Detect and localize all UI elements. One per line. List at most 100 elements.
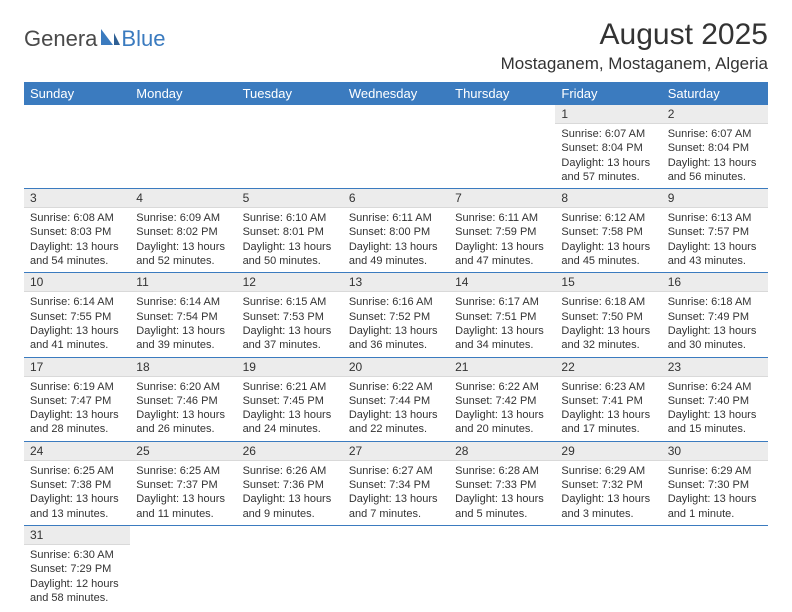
calendar-cell: 25Sunrise: 6:25 AMSunset: 7:37 PMDayligh… <box>130 441 236 525</box>
calendar-cell-empty <box>130 525 236 609</box>
calendar-cell: 15Sunrise: 6:18 AMSunset: 7:50 PMDayligh… <box>555 273 661 357</box>
day-info: Sunrise: 6:22 AMSunset: 7:44 PMDaylight:… <box>343 377 449 441</box>
weekday-header: Thursday <box>449 82 555 105</box>
calendar-cell: 28Sunrise: 6:28 AMSunset: 7:33 PMDayligh… <box>449 441 555 525</box>
logo-text-blue: Blue <box>121 26 165 52</box>
calendar-cell-empty <box>237 525 343 609</box>
calendar-cell: 30Sunrise: 6:29 AMSunset: 7:30 PMDayligh… <box>662 441 768 525</box>
weekday-header: Saturday <box>662 82 768 105</box>
day-number: 18 <box>130 358 236 377</box>
day-number: 23 <box>662 358 768 377</box>
calendar-cell: 29Sunrise: 6:29 AMSunset: 7:32 PMDayligh… <box>555 441 661 525</box>
day-info: Sunrise: 6:17 AMSunset: 7:51 PMDaylight:… <box>449 292 555 356</box>
calendar-cell-empty <box>237 105 343 189</box>
day-number: 8 <box>555 189 661 208</box>
calendar-cell: 24Sunrise: 6:25 AMSunset: 7:38 PMDayligh… <box>24 441 130 525</box>
day-info: Sunrise: 6:23 AMSunset: 7:41 PMDaylight:… <box>555 377 661 441</box>
calendar-cell-empty <box>343 525 449 609</box>
day-number: 17 <box>24 358 130 377</box>
header: Genera Blue August 2025 Mostaganem, Most… <box>24 18 768 74</box>
calendar-row: 1Sunrise: 6:07 AMSunset: 8:04 PMDaylight… <box>24 105 768 189</box>
day-number: 11 <box>130 273 236 292</box>
day-number: 3 <box>24 189 130 208</box>
calendar-cell: 20Sunrise: 6:22 AMSunset: 7:44 PMDayligh… <box>343 357 449 441</box>
weekday-header: Wednesday <box>343 82 449 105</box>
weekday-header: Friday <box>555 82 661 105</box>
day-number: 5 <box>237 189 343 208</box>
day-info: Sunrise: 6:30 AMSunset: 7:29 PMDaylight:… <box>24 545 130 609</box>
day-info: Sunrise: 6:09 AMSunset: 8:02 PMDaylight:… <box>130 208 236 272</box>
calendar-cell: 4Sunrise: 6:09 AMSunset: 8:02 PMDaylight… <box>130 189 236 273</box>
calendar-cell: 21Sunrise: 6:22 AMSunset: 7:42 PMDayligh… <box>449 357 555 441</box>
day-number: 14 <box>449 273 555 292</box>
day-info: Sunrise: 6:27 AMSunset: 7:34 PMDaylight:… <box>343 461 449 525</box>
calendar-table: SundayMondayTuesdayWednesdayThursdayFrid… <box>24 82 768 609</box>
day-info: Sunrise: 6:25 AMSunset: 7:38 PMDaylight:… <box>24 461 130 525</box>
weekday-header: Monday <box>130 82 236 105</box>
day-info: Sunrise: 6:25 AMSunset: 7:37 PMDaylight:… <box>130 461 236 525</box>
day-number: 22 <box>555 358 661 377</box>
day-number: 27 <box>343 442 449 461</box>
calendar-cell: 9Sunrise: 6:13 AMSunset: 7:57 PMDaylight… <box>662 189 768 273</box>
calendar-cell: 3Sunrise: 6:08 AMSunset: 8:03 PMDaylight… <box>24 189 130 273</box>
calendar-cell: 16Sunrise: 6:18 AMSunset: 7:49 PMDayligh… <box>662 273 768 357</box>
location-subtitle: Mostaganem, Mostaganem, Algeria <box>501 54 768 74</box>
calendar-cell: 6Sunrise: 6:11 AMSunset: 8:00 PMDaylight… <box>343 189 449 273</box>
calendar-cell: 1Sunrise: 6:07 AMSunset: 8:04 PMDaylight… <box>555 105 661 189</box>
calendar-cell: 5Sunrise: 6:10 AMSunset: 8:01 PMDaylight… <box>237 189 343 273</box>
day-info: Sunrise: 6:14 AMSunset: 7:55 PMDaylight:… <box>24 292 130 356</box>
calendar-cell: 23Sunrise: 6:24 AMSunset: 7:40 PMDayligh… <box>662 357 768 441</box>
title-block: August 2025 Mostaganem, Mostaganem, Alge… <box>501 18 768 74</box>
day-info: Sunrise: 6:29 AMSunset: 7:32 PMDaylight:… <box>555 461 661 525</box>
day-number: 6 <box>343 189 449 208</box>
day-info: Sunrise: 6:24 AMSunset: 7:40 PMDaylight:… <box>662 377 768 441</box>
calendar-cell: 17Sunrise: 6:19 AMSunset: 7:47 PMDayligh… <box>24 357 130 441</box>
day-number: 15 <box>555 273 661 292</box>
day-info: Sunrise: 6:18 AMSunset: 7:50 PMDaylight:… <box>555 292 661 356</box>
day-info: Sunrise: 6:11 AMSunset: 7:59 PMDaylight:… <box>449 208 555 272</box>
weekday-header-row: SundayMondayTuesdayWednesdayThursdayFrid… <box>24 82 768 105</box>
logo-sail-icon <box>99 27 121 52</box>
calendar-row: 10Sunrise: 6:14 AMSunset: 7:55 PMDayligh… <box>24 273 768 357</box>
month-title: August 2025 <box>501 18 768 52</box>
calendar-row: 24Sunrise: 6:25 AMSunset: 7:38 PMDayligh… <box>24 441 768 525</box>
day-number: 26 <box>237 442 343 461</box>
day-number: 20 <box>343 358 449 377</box>
day-info: Sunrise: 6:15 AMSunset: 7:53 PMDaylight:… <box>237 292 343 356</box>
calendar-cell-empty <box>449 525 555 609</box>
day-info: Sunrise: 6:19 AMSunset: 7:47 PMDaylight:… <box>24 377 130 441</box>
day-number: 30 <box>662 442 768 461</box>
calendar-cell: 31Sunrise: 6:30 AMSunset: 7:29 PMDayligh… <box>24 525 130 609</box>
calendar-cell: 13Sunrise: 6:16 AMSunset: 7:52 PMDayligh… <box>343 273 449 357</box>
calendar-cell-empty <box>24 105 130 189</box>
day-number: 29 <box>555 442 661 461</box>
day-number: 25 <box>130 442 236 461</box>
day-info: Sunrise: 6:26 AMSunset: 7:36 PMDaylight:… <box>237 461 343 525</box>
calendar-cell: 7Sunrise: 6:11 AMSunset: 7:59 PMDaylight… <box>449 189 555 273</box>
calendar-cell: 27Sunrise: 6:27 AMSunset: 7:34 PMDayligh… <box>343 441 449 525</box>
calendar-cell: 22Sunrise: 6:23 AMSunset: 7:41 PMDayligh… <box>555 357 661 441</box>
calendar-cell: 14Sunrise: 6:17 AMSunset: 7:51 PMDayligh… <box>449 273 555 357</box>
day-info: Sunrise: 6:10 AMSunset: 8:01 PMDaylight:… <box>237 208 343 272</box>
day-number: 31 <box>24 526 130 545</box>
day-info: Sunrise: 6:07 AMSunset: 8:04 PMDaylight:… <box>662 124 768 188</box>
calendar-row: 3Sunrise: 6:08 AMSunset: 8:03 PMDaylight… <box>24 189 768 273</box>
day-info: Sunrise: 6:21 AMSunset: 7:45 PMDaylight:… <box>237 377 343 441</box>
day-number: 7 <box>449 189 555 208</box>
day-info: Sunrise: 6:22 AMSunset: 7:42 PMDaylight:… <box>449 377 555 441</box>
calendar-cell: 12Sunrise: 6:15 AMSunset: 7:53 PMDayligh… <box>237 273 343 357</box>
day-info: Sunrise: 6:12 AMSunset: 7:58 PMDaylight:… <box>555 208 661 272</box>
logo-text-general: Genera <box>24 26 97 52</box>
day-number: 10 <box>24 273 130 292</box>
calendar-cell-empty <box>555 525 661 609</box>
day-info: Sunrise: 6:11 AMSunset: 8:00 PMDaylight:… <box>343 208 449 272</box>
calendar-cell: 2Sunrise: 6:07 AMSunset: 8:04 PMDaylight… <box>662 105 768 189</box>
calendar-row: 17Sunrise: 6:19 AMSunset: 7:47 PMDayligh… <box>24 357 768 441</box>
day-number: 4 <box>130 189 236 208</box>
day-number: 28 <box>449 442 555 461</box>
day-info: Sunrise: 6:07 AMSunset: 8:04 PMDaylight:… <box>555 124 661 188</box>
logo: Genera Blue <box>24 18 165 52</box>
day-number: 13 <box>343 273 449 292</box>
day-number: 12 <box>237 273 343 292</box>
day-number: 2 <box>662 105 768 124</box>
